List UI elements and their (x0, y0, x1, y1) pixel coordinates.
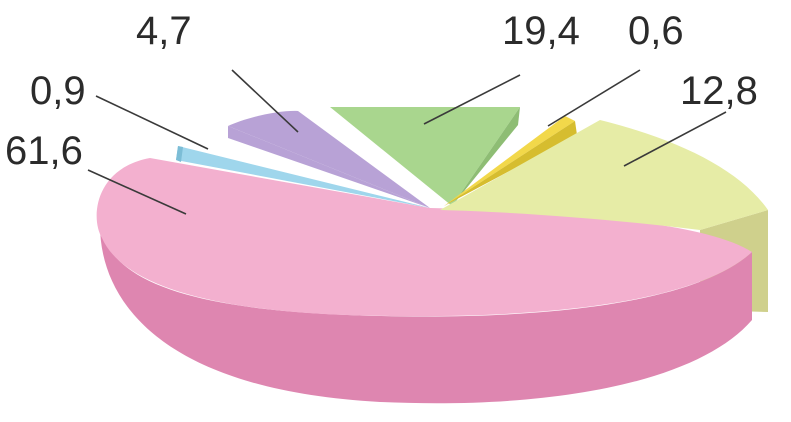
slice-top-19-4 (330, 107, 520, 206)
slice-top-0-9 (176, 146, 430, 208)
slice-top-0-6 (444, 116, 575, 206)
slice-top-12-8 (440, 120, 768, 230)
data-label-0-6: 0,6 (628, 9, 684, 53)
data-label-0-9: 0,9 (30, 69, 86, 113)
leader-0-9 (95, 95, 209, 150)
data-label-61-6: 61,6 (5, 129, 83, 173)
leader-61-6 (87, 169, 187, 215)
leader-4-7 (231, 69, 299, 133)
leader-12-8 (623, 111, 727, 167)
leader-19-4 (423, 74, 521, 125)
slice-side-0-6 (444, 121, 577, 206)
data-label-4-7: 4,7 (136, 9, 192, 53)
slice-side-61-6 (100, 225, 752, 404)
slice-side-0-9 (176, 146, 183, 162)
slice-top-4-7-fan (228, 110, 430, 208)
data-label-12-8: 12,8 (680, 69, 758, 113)
slice-side-19-4 (452, 107, 520, 206)
leader-0-6 (547, 69, 641, 127)
data-label-19-4: 19,4 (502, 9, 580, 53)
slice-top-61-6 (96, 158, 753, 317)
